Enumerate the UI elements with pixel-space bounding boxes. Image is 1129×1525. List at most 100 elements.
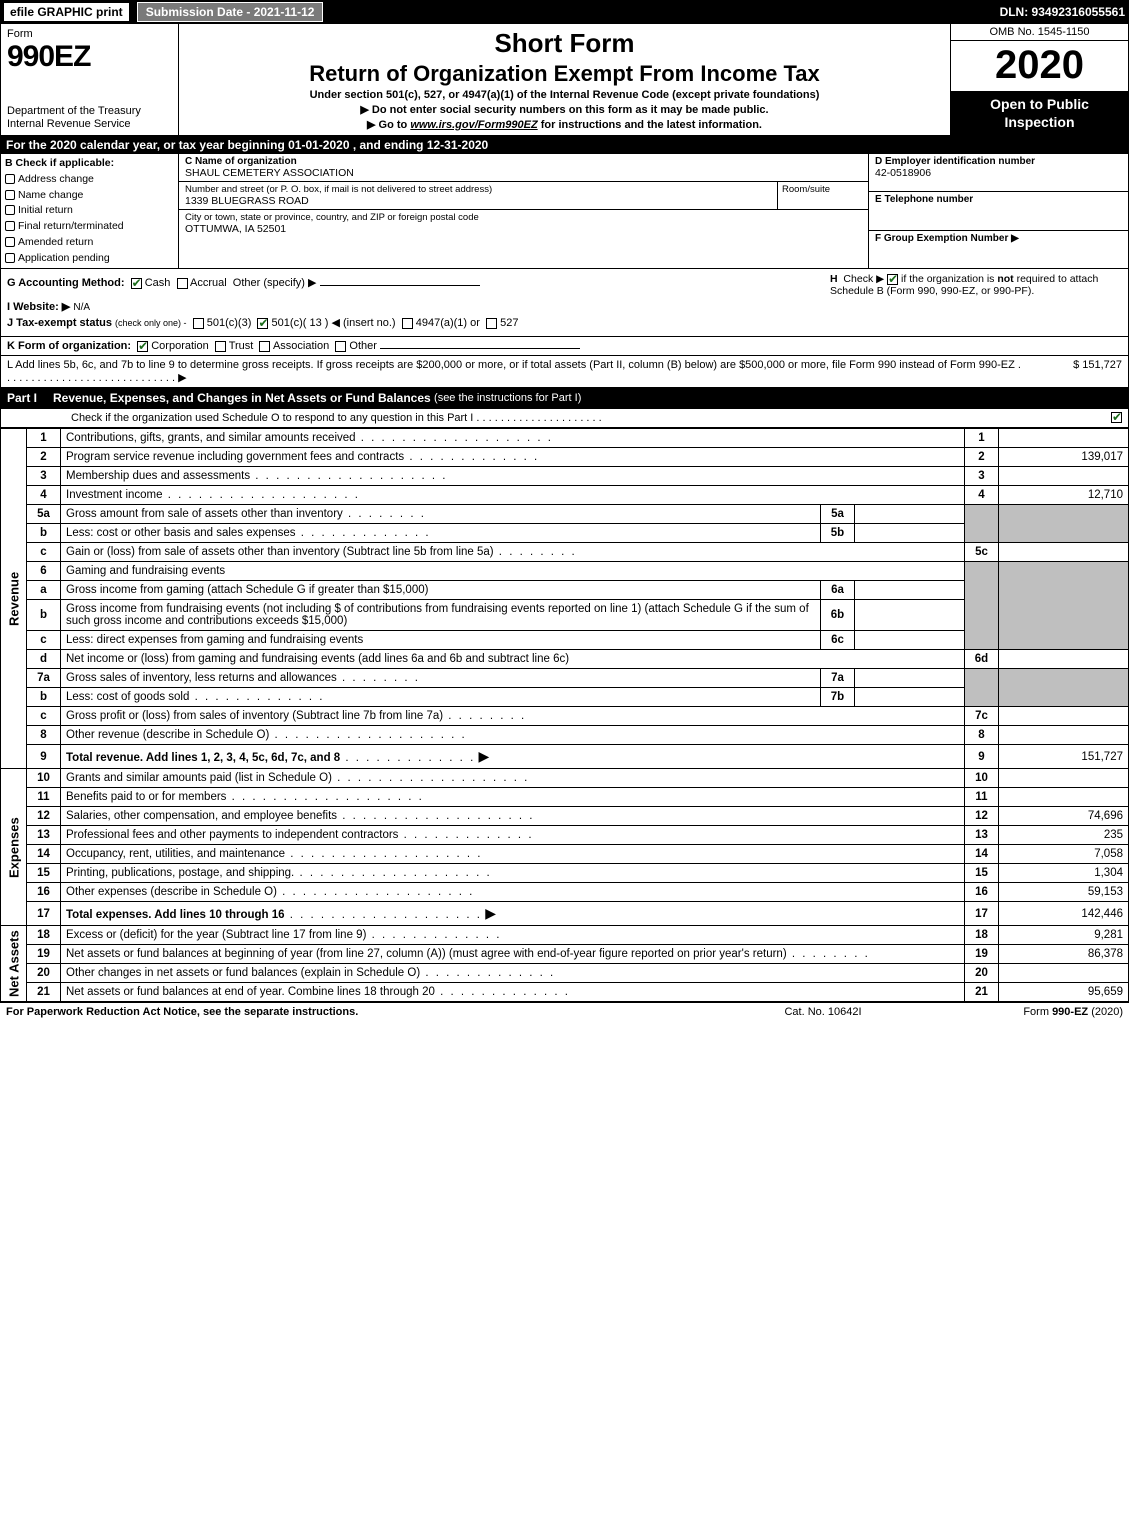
box-f: F Group Exemption Number ▶	[869, 231, 1128, 268]
footer-mid: Cat. No. 10642I	[723, 1006, 923, 1018]
g-other: Other (specify) ▶	[233, 277, 317, 289]
g-label: G Accounting Method:	[7, 277, 125, 289]
open-public: Open to Public Inspection	[951, 91, 1128, 135]
website: N/A	[73, 302, 90, 313]
j-label: J Tax-exempt status	[7, 317, 112, 329]
entity-block: B Check if applicable: Address change Na…	[0, 154, 1129, 269]
c-label: C Name of organization	[185, 156, 862, 167]
org-name: SHAUL CEMETERY ASSOCIATION	[185, 167, 862, 179]
j-501c3-check[interactable]	[193, 318, 204, 329]
j-o2: 501(c)( 13 ) ◀ (insert no.)	[272, 317, 396, 329]
line-12: 12 Salaries, other compensation, and emp…	[1, 807, 1129, 826]
dln: DLN: 93492316055561	[1000, 5, 1125, 19]
line-7c: c Gross profit or (loss) from sales of i…	[1, 707, 1129, 726]
under-section: Under section 501(c), 527, or 4947(a)(1)…	[185, 89, 944, 101]
row-k: K Form of organization: Corporation Trus…	[0, 337, 1129, 356]
footer-right-pre: Form	[1023, 1006, 1052, 1018]
ghij-block: G Accounting Method: Cash Accrual Other …	[0, 269, 1129, 337]
k-other-line[interactable]	[380, 348, 580, 349]
b-label: B Check if applicable:	[5, 156, 174, 172]
j-o3: 4947(a)(1) or	[416, 317, 480, 329]
tax-year: 2020	[951, 41, 1128, 91]
k-o0: Corporation	[151, 340, 208, 352]
part-i-title: Revenue, Expenses, and Changes in Net As…	[53, 391, 431, 405]
h-check[interactable]	[887, 274, 898, 285]
k-label: K Form of organization:	[7, 340, 131, 352]
revenue-side-label: Revenue	[1, 429, 27, 769]
org-name-box: C Name of organization SHAUL CEMETERY AS…	[179, 154, 868, 182]
part-i-tag: Part I	[7, 391, 45, 405]
goto-link[interactable]: www.irs.gov/Form990EZ	[410, 119, 537, 131]
line-21: 21 Net assets or fund balances at end of…	[1, 983, 1129, 1002]
k-other-check[interactable]	[335, 341, 346, 352]
j-501c-check[interactable]	[257, 318, 268, 329]
row-a-text: For the 2020 calendar year, or tax year …	[6, 138, 488, 152]
room-suite: Room/suite	[778, 182, 868, 209]
k-trust-check[interactable]	[215, 341, 226, 352]
g-accrual-check[interactable]	[177, 278, 188, 289]
financial-table: Revenue 1 Contributions, gifts, grants, …	[0, 428, 1129, 1002]
g-cash-check[interactable]	[131, 278, 142, 289]
line-1: Revenue 1 Contributions, gifts, grants, …	[1, 429, 1129, 448]
k-corp-check[interactable]	[137, 341, 148, 352]
k-o2: Association	[273, 340, 329, 352]
b-opt-0[interactable]: Address change	[5, 172, 174, 188]
efile-label[interactable]: efile GRAPHIC print	[4, 3, 129, 21]
addr-value: 1339 BLUEGRASS ROAD	[185, 195, 771, 207]
omb: OMB No. 1545-1150	[951, 24, 1128, 41]
g-other-line[interactable]	[320, 285, 480, 286]
header-mid: Short Form Return of Organization Exempt…	[179, 24, 950, 135]
row-g: G Accounting Method: Cash Accrual Other …	[7, 276, 822, 294]
goto-line: ▶ Go to www.irs.gov/Form990EZ for instru…	[185, 118, 944, 131]
k-o1: Trust	[229, 340, 254, 352]
line-11: 11 Benefits paid to or for members 11	[1, 788, 1129, 807]
part-i-checkbox[interactable]	[1111, 412, 1122, 423]
line-13: 13 Professional fees and other payments …	[1, 826, 1129, 845]
line-16: 16 Other expenses (describe in Schedule …	[1, 883, 1129, 902]
line-14: 14 Occupancy, rent, utilities, and maint…	[1, 845, 1129, 864]
top-bar: efile GRAPHIC print Submission Date - 20…	[0, 0, 1129, 24]
line-5c: c Gain or (loss) from sale of assets oth…	[1, 543, 1129, 562]
l-amount: $ 151,727	[1022, 359, 1122, 384]
g-accrual: Accrual	[190, 277, 227, 289]
form-number: 990EZ	[7, 40, 172, 74]
b-opt-2[interactable]: Initial return	[5, 203, 174, 219]
footer-right-form: 990-EZ	[1052, 1006, 1088, 1018]
part-i-check-text: Check if the organization used Schedule …	[71, 412, 1111, 424]
b-opt-1[interactable]: Name change	[5, 188, 174, 204]
k-assoc-check[interactable]	[259, 341, 270, 352]
city-box: City or town, state or province, country…	[179, 210, 868, 268]
row-j: J Tax-exempt status (check only one) - 5…	[7, 316, 1122, 329]
addr-row: Number and street (or P. O. box, if mail…	[179, 182, 868, 210]
box-e: E Telephone number	[869, 192, 1128, 230]
g-cash: Cash	[145, 277, 171, 289]
city-label: City or town, state or province, country…	[185, 212, 862, 223]
b-opt-3[interactable]: Final return/terminated	[5, 219, 174, 235]
footer-right: Form 990-EZ (2020)	[923, 1006, 1123, 1018]
footer: For Paperwork Reduction Act Notice, see …	[0, 1002, 1129, 1021]
dept-label: Department of the Treasury Internal Reve…	[7, 105, 172, 131]
j-sub: (check only one) -	[115, 318, 187, 328]
addr-left: Number and street (or P. O. box, if mail…	[179, 182, 778, 209]
line-10: Expenses 10 Grants and similar amounts p…	[1, 769, 1129, 788]
line-7a: 7a Gross sales of inventory, less return…	[1, 669, 1129, 688]
line-9: 9 Total revenue. Add lines 1, 2, 3, 4, 5…	[1, 745, 1129, 769]
l-text: L Add lines 5b, 6c, and 7b to line 9 to …	[7, 359, 1022, 384]
b-opt-5[interactable]: Application pending	[5, 251, 174, 267]
form-header: Form 990EZ Department of the Treasury In…	[0, 24, 1129, 136]
line-5a: 5a Gross amount from sale of assets othe…	[1, 505, 1129, 524]
header-right: OMB No. 1545-1150 2020 Open to Public In…	[950, 24, 1128, 135]
footer-right-post: (2020)	[1088, 1006, 1123, 1018]
k-o3: Other	[349, 340, 377, 352]
expenses-side-label: Expenses	[1, 769, 27, 926]
box-def: D Employer identification number 42-0518…	[868, 154, 1128, 268]
line-6b: b Gross income from fundraising events (…	[1, 600, 1129, 631]
part-i-check-row: Check if the organization used Schedule …	[0, 409, 1129, 428]
box-c: C Name of organization SHAUL CEMETERY AS…	[179, 154, 868, 268]
part-i-sub: (see the instructions for Part I)	[434, 392, 581, 404]
line-19: 19 Net assets or fund balances at beginn…	[1, 945, 1129, 964]
row-h: H Check ▶ if the organization is not req…	[822, 273, 1122, 297]
j-4947-check[interactable]	[402, 318, 413, 329]
b-opt-4[interactable]: Amended return	[5, 235, 174, 251]
j-527-check[interactable]	[486, 318, 497, 329]
